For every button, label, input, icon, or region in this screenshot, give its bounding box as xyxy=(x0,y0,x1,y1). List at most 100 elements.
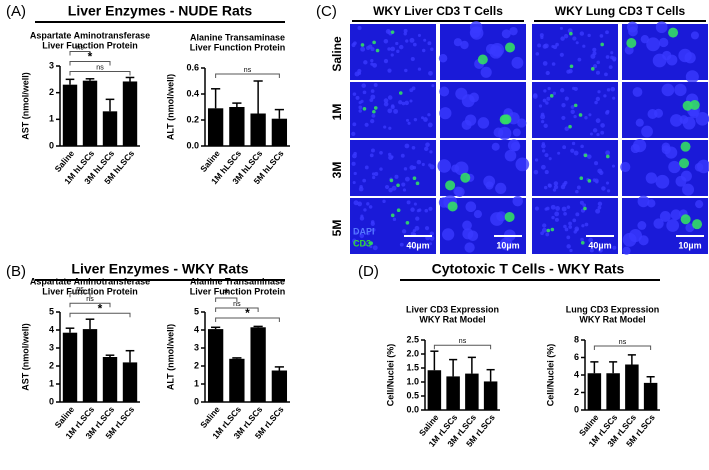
nucleus xyxy=(393,108,399,114)
cd3-cell xyxy=(682,100,693,111)
chart-title: Alanine Transaminase xyxy=(190,276,285,286)
cd3-cell xyxy=(587,179,592,183)
nucleus xyxy=(577,57,582,62)
y-tick-label: 6 xyxy=(574,352,579,362)
y-tick-label: 1 xyxy=(49,378,54,388)
nucleus xyxy=(563,224,567,229)
significance-bracket xyxy=(215,297,238,302)
nucleus xyxy=(589,132,593,136)
nucleus xyxy=(559,52,564,57)
nucleus xyxy=(453,38,462,47)
nucleus xyxy=(403,167,408,171)
nucleus xyxy=(561,206,567,212)
nucleus xyxy=(638,235,649,246)
nucleus xyxy=(573,114,577,119)
nucleus xyxy=(465,201,477,213)
nucleus xyxy=(553,184,559,190)
nucleus xyxy=(404,100,409,106)
nucleus xyxy=(600,123,605,128)
nucleus xyxy=(542,98,547,103)
nucleus xyxy=(655,174,670,189)
nucleus xyxy=(564,227,569,232)
nucleus xyxy=(423,38,427,42)
cd3-cell xyxy=(626,38,637,49)
nucleus xyxy=(382,199,386,204)
nucleus xyxy=(557,151,561,155)
bar xyxy=(271,370,288,402)
nucleus xyxy=(584,222,589,227)
row-label: 5M xyxy=(330,220,344,237)
nucleus xyxy=(678,48,692,63)
nucleus xyxy=(573,150,579,156)
nucleus xyxy=(575,228,579,232)
nucleus xyxy=(427,122,433,128)
nucleus xyxy=(572,36,577,41)
nucleus xyxy=(417,33,421,37)
y-axis-label: AST (nmol/well) xyxy=(20,323,30,391)
cd3-cell xyxy=(405,221,410,225)
nucleus xyxy=(582,203,587,208)
nucleus xyxy=(358,109,362,113)
nucleus xyxy=(497,126,512,141)
nucleus xyxy=(541,149,546,153)
nucleus xyxy=(589,248,594,253)
nucleus xyxy=(404,68,408,73)
nucleus xyxy=(647,199,656,208)
bar xyxy=(587,373,602,410)
nucleus xyxy=(423,117,428,122)
nucleus xyxy=(371,113,376,118)
y-tick-label: 4 xyxy=(49,324,54,334)
nucleus xyxy=(383,38,389,44)
nucleus xyxy=(355,95,360,100)
nucleus xyxy=(412,229,417,233)
nucleus xyxy=(595,96,601,102)
significance-bracket xyxy=(69,312,131,318)
nucleus xyxy=(610,51,614,55)
nucleus xyxy=(384,184,390,190)
nucleus xyxy=(582,44,586,48)
nucleus xyxy=(575,41,579,45)
nucleus xyxy=(540,119,545,124)
cd3-cell xyxy=(573,103,578,108)
nucleus xyxy=(592,51,597,56)
nucleus xyxy=(596,132,600,137)
nucleus xyxy=(379,150,383,155)
nucleus xyxy=(396,49,400,54)
nucleus xyxy=(429,231,434,236)
nucleus xyxy=(392,217,397,222)
y-tick-label: 0 xyxy=(49,140,54,150)
nucleus xyxy=(620,161,631,173)
nucleus xyxy=(366,231,370,236)
cd3-cell xyxy=(390,213,395,218)
nucleus xyxy=(595,70,601,75)
cd3-cell xyxy=(501,114,512,125)
nucleus xyxy=(695,112,709,126)
nucleus xyxy=(352,153,357,159)
nucleus xyxy=(547,86,551,91)
nucleus xyxy=(665,146,678,159)
nucleus xyxy=(451,164,460,173)
nucleus xyxy=(561,115,566,120)
nucleus xyxy=(580,144,584,149)
nucleus xyxy=(646,37,661,52)
nucleus xyxy=(361,83,366,88)
nucleus xyxy=(374,171,379,177)
nucleus xyxy=(599,170,604,175)
bar xyxy=(446,376,460,410)
panel-label: (D) xyxy=(358,263,379,280)
nucleus xyxy=(405,39,409,43)
nucleus xyxy=(371,227,376,232)
nucleus xyxy=(372,62,377,68)
significance-bracket xyxy=(215,317,280,322)
cd3-cell xyxy=(549,94,554,98)
nucleus xyxy=(370,220,375,224)
significance-label: ns xyxy=(244,67,252,74)
significance-label: * xyxy=(98,301,103,315)
y-tick-label: 0.5 xyxy=(406,390,419,400)
nucleus xyxy=(554,211,560,217)
nucleus xyxy=(383,101,389,107)
nucleus xyxy=(366,202,370,206)
y-axis-label: Cell/Nuclei (%) xyxy=(545,344,555,407)
y-tick-label: 2.5 xyxy=(406,334,419,344)
